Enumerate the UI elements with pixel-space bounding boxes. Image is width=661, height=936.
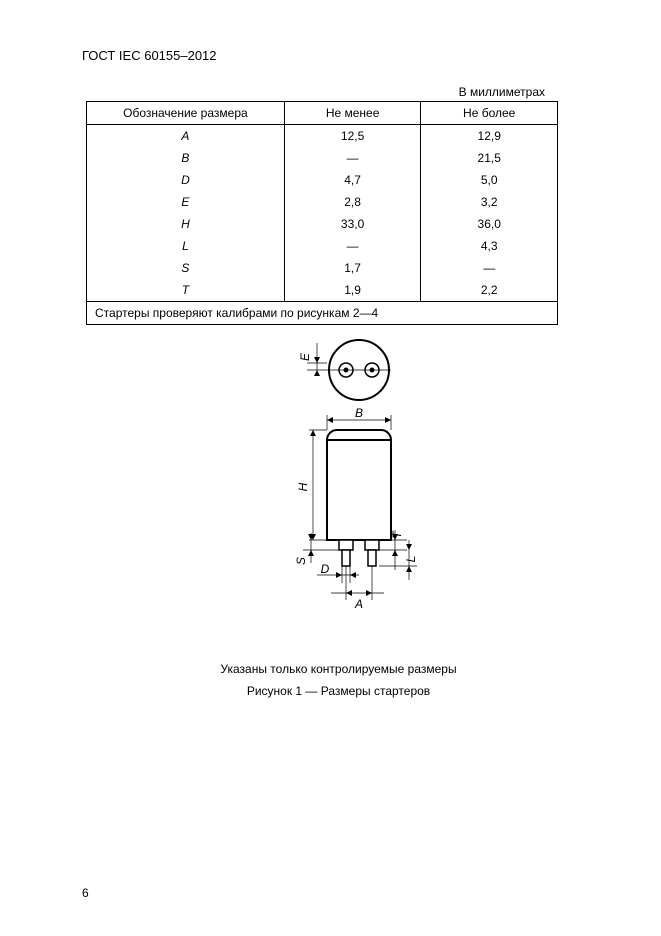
- dim-max: 4,3: [421, 235, 558, 257]
- dim-min: 12,5: [284, 125, 421, 148]
- table-footnote: Стартеры проверяют калибрами по рисункам…: [87, 302, 558, 325]
- diagram-note: Указаны только контролируемые размеры: [82, 662, 595, 676]
- dim-label: E: [87, 191, 285, 213]
- dim-max: 3,2: [421, 191, 558, 213]
- table-row: E 2,8 3,2: [87, 191, 558, 213]
- table-row: S 1,7 —: [87, 257, 558, 279]
- dim-label: D: [87, 169, 285, 191]
- top-view: E: [298, 340, 391, 400]
- page-number: 6: [82, 886, 89, 900]
- col-header-max: Не более: [421, 102, 558, 125]
- table-row: B — 21,5: [87, 147, 558, 169]
- dim-min: —: [284, 147, 421, 169]
- table-row: D 4,7 5,0: [87, 169, 558, 191]
- dim-label: T: [87, 279, 285, 302]
- col-header-min: Не менее: [284, 102, 421, 125]
- table-row: A 12,5 12,9: [87, 125, 558, 148]
- starter-diagram: E B: [239, 335, 439, 645]
- diagram-section: E B: [82, 335, 595, 698]
- table-header-row: Обозначение размера Не менее Не более: [87, 102, 558, 125]
- dim-max: 2,2: [421, 279, 558, 302]
- col-header-label: Обозначение размера: [87, 102, 285, 125]
- dim-max: 12,9: [421, 125, 558, 148]
- dim-min: 1,9: [284, 279, 421, 302]
- dim-label: S: [87, 257, 285, 279]
- document-header: ГОСТ IEC 60155–2012: [82, 48, 595, 63]
- dim-min: 4,7: [284, 169, 421, 191]
- dimensions-table: Обозначение размера Не менее Не более A …: [86, 101, 558, 325]
- dim-max: 21,5: [421, 147, 558, 169]
- dim-label-T: T: [390, 530, 404, 539]
- units-caption: В миллиметрах: [82, 85, 595, 99]
- dim-label-D: D: [320, 562, 329, 576]
- dim-min: 33,0: [284, 213, 421, 235]
- dim-label: B: [87, 147, 285, 169]
- dim-max: 5,0: [421, 169, 558, 191]
- side-view: B H T L: [294, 406, 418, 611]
- dim-min: —: [284, 235, 421, 257]
- dim-label: A: [87, 125, 285, 148]
- table-row: T 1,9 2,2: [87, 279, 558, 302]
- table-row: L — 4,3: [87, 235, 558, 257]
- dim-max: —: [421, 257, 558, 279]
- dim-label-H: H: [296, 482, 310, 491]
- dim-min: 2,8: [284, 191, 421, 213]
- dim-min: 1,7: [284, 257, 421, 279]
- table-footnote-row: Стартеры проверяют калибрами по рисункам…: [87, 302, 558, 325]
- dim-label-S: S: [294, 557, 308, 565]
- dim-label-L: L: [404, 556, 418, 563]
- table-row: H 33,0 36,0: [87, 213, 558, 235]
- dim-max: 36,0: [421, 213, 558, 235]
- figure-caption: Рисунок 1 — Размеры стартеров: [82, 684, 595, 698]
- dim-label: L: [87, 235, 285, 257]
- dim-label: H: [87, 213, 285, 235]
- dim-label-B: B: [354, 406, 362, 420]
- dim-label-E: E: [298, 352, 312, 361]
- dim-label-A: A: [353, 597, 362, 611]
